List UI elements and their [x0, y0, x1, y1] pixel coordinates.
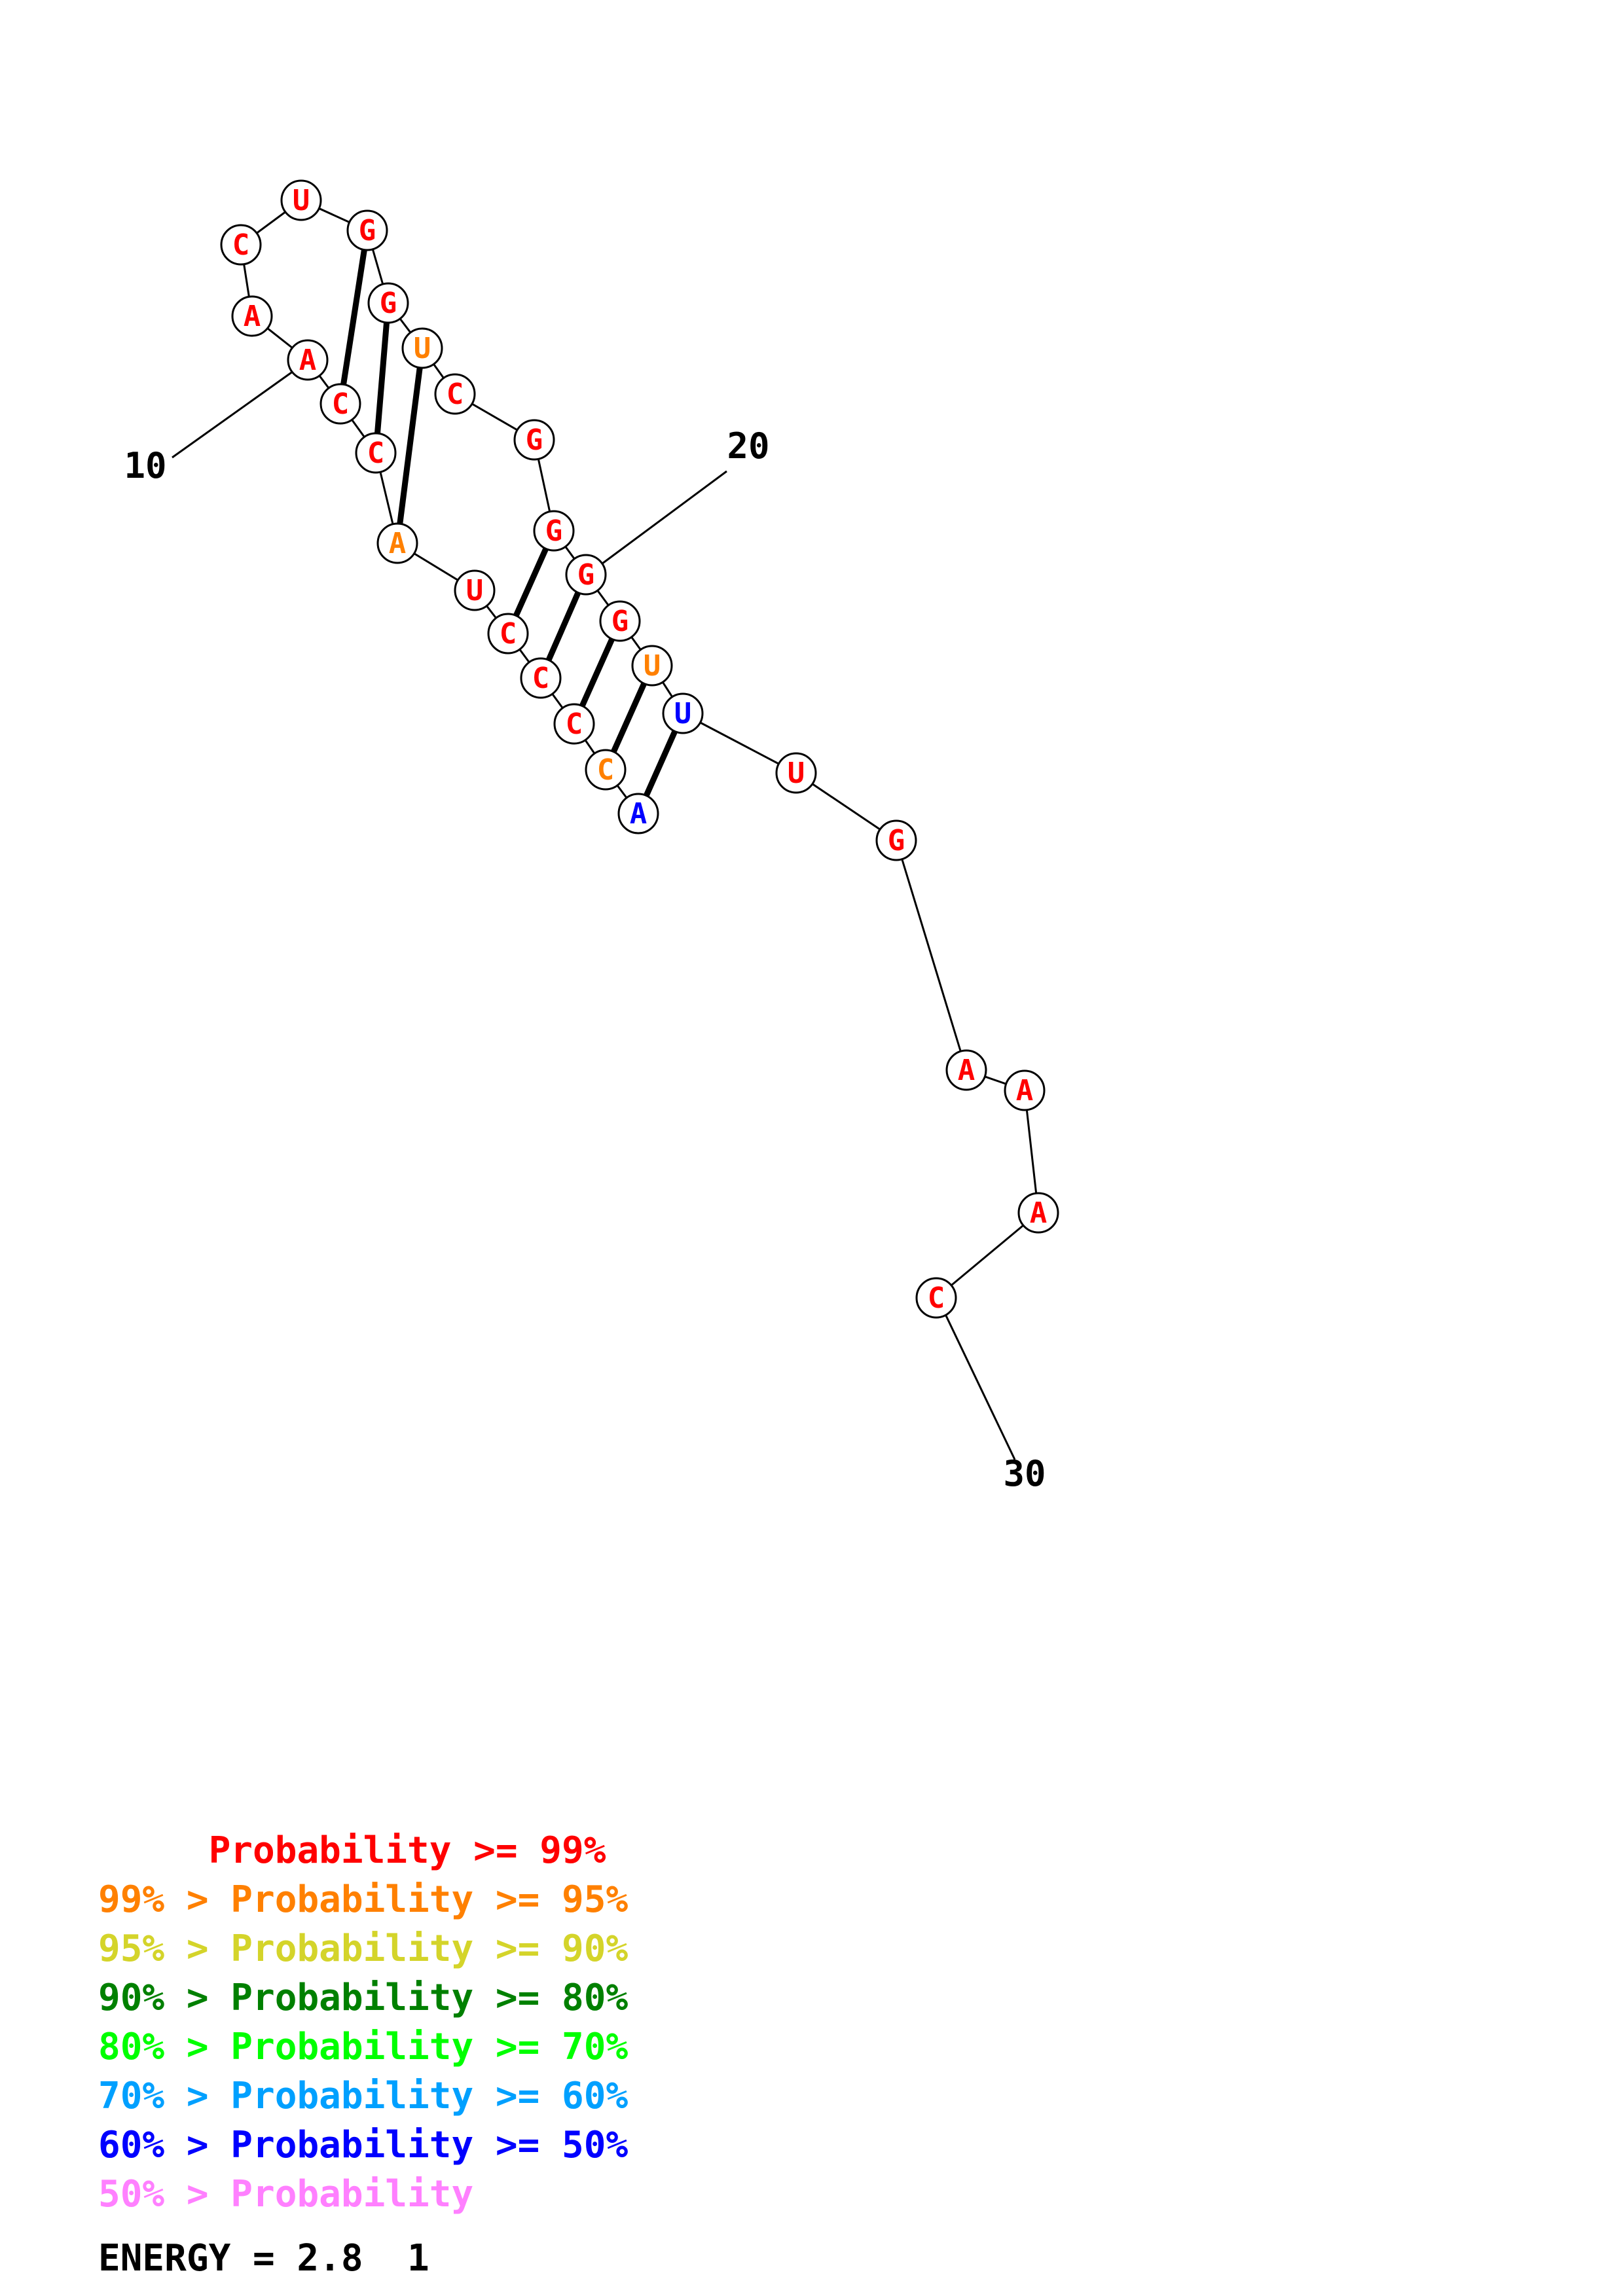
nucleotide-letter: C: [367, 437, 385, 470]
base-pair-bond: [579, 637, 615, 708]
nucleotide-circle: [775, 752, 817, 794]
nucleotide-letter: U: [644, 649, 661, 683]
nucleotide-circle: [319, 383, 361, 425]
nucleotide-circle: [520, 657, 562, 699]
position-label: 20: [727, 425, 769, 467]
nucleotide-circle: [454, 569, 496, 611]
nucleotide-letter: U: [674, 697, 692, 730]
legend-entry: 90% > Probability >= 80%: [98, 1977, 629, 2019]
energy-label: ENERGY = 2.8 1: [98, 2237, 429, 2280]
nucleotide-letter: U: [293, 184, 310, 217]
nucleotide-circle: [945, 1049, 987, 1091]
nucleotide-letter: G: [545, 514, 563, 548]
backbone-segment: [936, 1211, 1039, 1299]
nucleotide-letter: C: [447, 378, 464, 411]
nucleotide-circle: [1017, 1192, 1059, 1234]
base-pair-bond: [644, 730, 678, 797]
nucleotide-letter: C: [500, 617, 517, 651]
legend-entry: 99% > Probability >= 95%: [98, 1878, 629, 1921]
legend-entry: 80% > Probability >= 70%: [98, 2026, 629, 2068]
nucleotide-circle: [287, 339, 329, 381]
legend-entry: 50% > Probability: [98, 2173, 474, 2215]
nucleotide-circle: [875, 819, 917, 861]
position-labels: 10 20 30: [124, 359, 1046, 1494]
nucleotide-circle: [1004, 1069, 1046, 1111]
nucleotide-circle: [599, 600, 641, 642]
base-pair-bond: [374, 322, 390, 434]
position-label-tick: [172, 359, 310, 459]
nucleotide-letter: A: [389, 527, 407, 560]
base-pair-bond: [397, 367, 423, 524]
nucleotide-circle: [355, 432, 397, 474]
base-pair-bond: [545, 591, 581, 662]
nucleotide-circle: [346, 209, 388, 251]
nucleotide-circle: [376, 522, 418, 564]
nucleotide-circle: [231, 295, 273, 337]
nucleotide-letter: U: [466, 574, 484, 607]
base-pair-bond: [513, 547, 549, 617]
nucleotide-circle: [585, 749, 627, 791]
backbone-segment: [895, 840, 968, 1071]
nucleotide-circle: [617, 793, 659, 834]
position-label-tick: [587, 470, 727, 576]
backbone-segment: [682, 712, 797, 774]
nucleotide-letter: A: [299, 344, 317, 377]
nucleotide-letter: A: [630, 797, 647, 831]
legend-entry: 70% > Probability >= 60%: [98, 2075, 629, 2117]
nucleotide-letter: G: [380, 287, 397, 320]
nucleotide-circle: [367, 282, 409, 324]
nucleotide-circle: [631, 645, 673, 687]
base-pair-bond: [611, 682, 647, 753]
nucleotide-circle: [220, 224, 262, 266]
nucleotide-letter: C: [332, 387, 350, 421]
nucleotide-letter: U: [414, 332, 431, 365]
position-label-tick: [936, 1297, 1016, 1460]
nucleotide-letter: G: [888, 824, 905, 857]
nucleotide-letter: A: [1030, 1196, 1048, 1230]
position-label: 10: [124, 445, 166, 486]
nucleotide-letter: G: [526, 423, 543, 457]
nucleotide-letter: A: [244, 300, 261, 333]
nucleotide-letter: G: [359, 214, 376, 247]
nucleotide-circle: [280, 179, 322, 221]
nucleotide-circle: [487, 613, 529, 655]
nucleotide-letter: C: [928, 1282, 945, 1315]
nucleotide-letter: A: [1016, 1074, 1034, 1107]
legend-entry: 95% > Probability >= 90%: [98, 1928, 629, 1970]
position-label: 30: [1003, 1453, 1046, 1494]
base-pair-bonds: [340, 249, 678, 797]
nucleotide-circle: [915, 1277, 957, 1319]
nucleotide-circle: [553, 703, 595, 745]
nucleotide-letter: C: [232, 228, 250, 262]
base-pair-bond: [340, 249, 367, 386]
nucleotide-letter: G: [577, 558, 595, 592]
nucleotide-circle: [401, 327, 443, 369]
legend-entry: 60% > Probability >= 50%: [98, 2124, 629, 2166]
nucleotide-circle: [533, 510, 575, 552]
nucleotide-letter: U: [788, 757, 805, 790]
nucleotide-circle: [565, 554, 607, 596]
nucleotide-letter: C: [597, 753, 615, 787]
nucleotide-letter: C: [566, 708, 583, 741]
nucleotide-letter: A: [958, 1054, 976, 1087]
nucleotide-letter: C: [532, 662, 550, 695]
nucleotide-circle: [662, 692, 704, 734]
backbone-lines: [240, 199, 1040, 1299]
legend-entry: Probability >= 99%: [208, 1829, 606, 1872]
nucleotide-circle: [434, 373, 476, 415]
nucleotide-letter: G: [611, 605, 629, 638]
nucleotide-circle: [513, 419, 555, 461]
